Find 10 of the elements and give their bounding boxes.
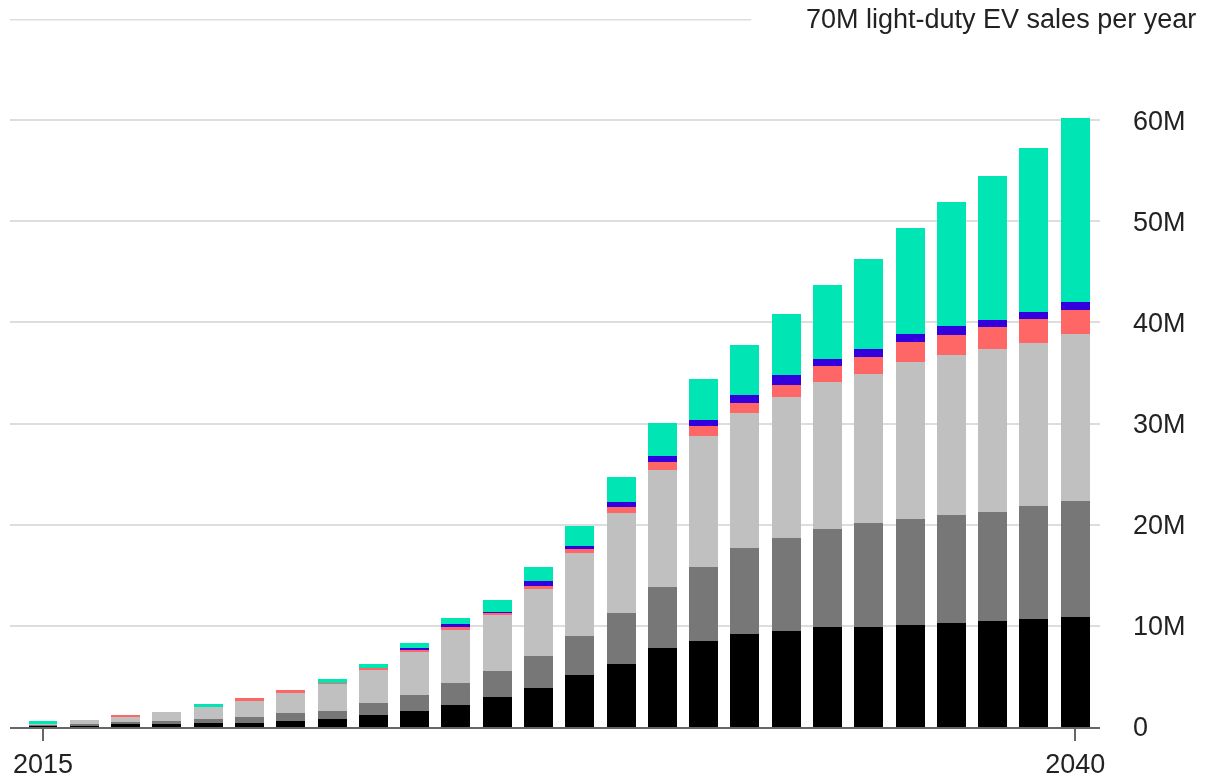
ref-line-label: 70M light-duty EV sales per year — [806, 4, 1197, 34]
x-tick-label: 2040 — [1045, 749, 1106, 780]
y-tick-label: 20M — [1133, 510, 1186, 541]
y-tick-label: 40M — [1133, 307, 1186, 338]
y-tick-label: 30M — [1133, 409, 1186, 440]
y-tick-label: 50M — [1133, 206, 1186, 237]
y-tick-label: 60M — [1133, 105, 1186, 136]
y-tick-label: 10M — [1133, 611, 1186, 642]
x-tick-label: 2015 — [12, 749, 74, 780]
y-tick-label: 0 — [1133, 712, 1149, 743]
